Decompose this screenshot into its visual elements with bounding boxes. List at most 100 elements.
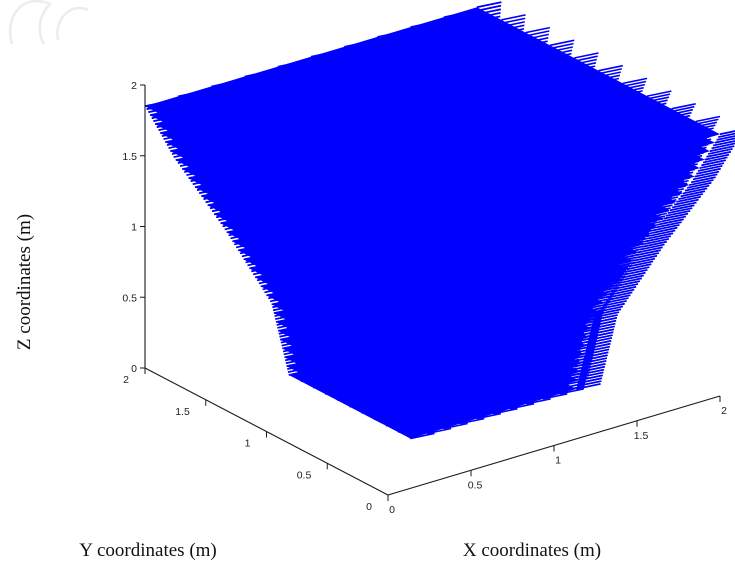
vector-arrow [697, 165, 723, 172]
vector-arrow [583, 351, 609, 359]
z-tick-label: 2 [131, 80, 137, 92]
vector-arrow [590, 325, 615, 333]
vector-arrow [642, 240, 667, 248]
vector-arrow [678, 193, 703, 200]
vector-arrow [686, 182, 712, 189]
y-tick-label: 0 [366, 501, 372, 513]
vector-arrow [640, 243, 665, 251]
vector-arrow [630, 257, 656, 265]
x-axis-label: X coordinates (m) [463, 540, 601, 561]
vector-arrow [590, 322, 616, 330]
vector-arrow [580, 365, 605, 373]
vector-arrow [579, 368, 605, 376]
y-tick-label: 1.5 [175, 406, 190, 418]
vector-arrow [542, 393, 568, 400]
vector-arrow [584, 348, 610, 356]
vector-layer [145, 7, 720, 234]
vector-arrow [598, 64, 623, 72]
vector-arrow [676, 196, 701, 203]
vector-arrow [587, 337, 613, 344]
z-axis-label: Z coordinates (m) [14, 214, 35, 350]
vector-arrow [701, 159, 726, 167]
x-tick-label: 2 [721, 405, 727, 417]
vector-arrow [692, 173, 718, 181]
vector-arrow [689, 179, 714, 186]
vector-arrow [665, 210, 691, 217]
vector-arrow [476, 412, 502, 420]
vector-arrow [694, 170, 720, 178]
vector-arrow [622, 77, 648, 85]
vector-arrow [704, 153, 730, 161]
vector-arrow [581, 363, 606, 370]
z-tick-label: 1.5 [122, 151, 137, 163]
z-tick-label: 0 [131, 363, 137, 375]
vector-arrow [636, 249, 661, 256]
vector-arrow [667, 207, 693, 214]
vector-arrow [648, 232, 674, 240]
vector-arrow [549, 39, 575, 47]
vector-arrow [589, 328, 615, 336]
vector-arrow [708, 148, 733, 155]
vector-arrow [719, 130, 735, 135]
vector-arrow [646, 235, 672, 242]
x-tick-label: 1.5 [634, 430, 649, 442]
vector-arrow [644, 238, 669, 245]
vector-arrow [672, 201, 697, 209]
vector-arrow [657, 221, 682, 228]
x-tick-label: 0 [389, 504, 395, 516]
y-tick-label: 2 [123, 374, 129, 386]
x-tick-label: 1 [555, 455, 561, 467]
y-tick-label: 0.5 [297, 469, 312, 481]
vector-arrow [588, 334, 613, 341]
vector-arrow [592, 317, 618, 324]
vector-arrow [591, 319, 617, 327]
vector-arrow [576, 383, 601, 390]
vector-arrow [583, 354, 608, 362]
vector-arrow [652, 226, 678, 234]
vector-arrow [525, 26, 551, 34]
vector-arrow [716, 135, 735, 141]
vector-arrow [684, 184, 710, 192]
vector-arrow [659, 218, 684, 226]
vector-arrow [680, 190, 706, 198]
vector-arrow [509, 402, 535, 410]
z-tick-label: 1 [131, 222, 137, 234]
vector-arrow [501, 14, 526, 21]
vector-arrow [711, 142, 735, 150]
vector-arrow [669, 204, 695, 212]
vector-arrow [654, 224, 680, 231]
vector-arrow [691, 176, 716, 184]
vector-arrow [410, 432, 435, 440]
vector-arrow [634, 252, 659, 259]
x-tick-label: 0.5 [468, 479, 483, 491]
vector-arrow [585, 345, 610, 353]
vector-arrow [586, 340, 612, 347]
vector-arrow [706, 151, 731, 158]
vector-arrow [650, 229, 676, 237]
vector-arrow [674, 198, 699, 206]
z-tick-label: 0.5 [122, 292, 137, 304]
vector-arrow [459, 417, 485, 425]
vector-arrow [476, 1, 502, 8]
vector-arrow [624, 266, 650, 273]
vector-arrow [426, 427, 452, 435]
vector-arrow [588, 331, 614, 339]
vector-arrow [714, 137, 735, 144]
vector-arrow [586, 342, 611, 350]
y-axis-label: Y coordinates (m) [79, 540, 217, 561]
watermark-logo [8, 0, 89, 45]
vector-arrow [526, 398, 551, 405]
vector-arrow [671, 103, 696, 110]
vector-arrow [663, 212, 689, 220]
vector-arrow [702, 156, 728, 164]
vector-arrow [632, 255, 658, 262]
tick-marks [140, 84, 721, 501]
vector-arrow [638, 246, 663, 254]
vector-arrow [713, 140, 735, 147]
vector-arrow [661, 215, 686, 223]
vector-arrow [574, 52, 599, 59]
vector-arrow [718, 132, 735, 138]
vector-arrow [576, 380, 602, 387]
